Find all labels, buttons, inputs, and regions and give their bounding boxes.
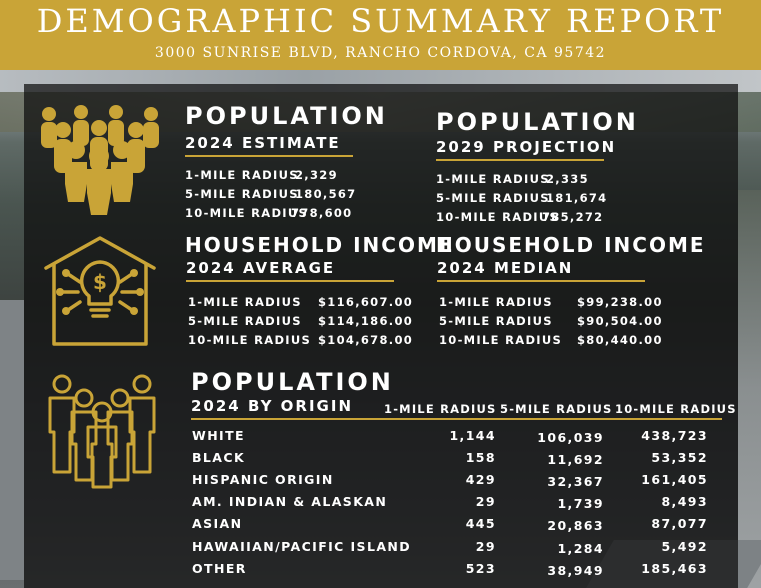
table-row: HAWAIIAN/PACIFIC ISLAND 29 1,284 5,492 [192, 539, 718, 559]
origin-label: HAWAIIAN/PACIFIC ISLAND [192, 539, 412, 554]
row-label: 1-MILE RADIUS [188, 295, 302, 309]
row-label: 10-MILE RADIUS [439, 333, 563, 347]
row-label: 5-MILE RADIUS [439, 314, 553, 328]
origin-label: WHITE [192, 428, 245, 443]
origin-5mile: 20,863 [547, 518, 604, 533]
origin-10mile: 53,352 [651, 450, 708, 465]
row-label: 10-MILE RADIUS [188, 333, 312, 347]
pop2024-divider [185, 155, 353, 157]
pop2024-subtitle: 2024 ESTIMATE [185, 134, 341, 152]
pop2029-subtitle: 2029 PROJECTION [436, 138, 617, 156]
row-label: 5-MILE RADIUS [436, 191, 550, 205]
table-row: WHITE 1,144 106,039 438,723 [192, 428, 718, 448]
origin-5mile: 106,039 [537, 430, 604, 445]
origin-10mile: 161,405 [641, 472, 708, 487]
origin-1mile: 29 [475, 494, 496, 509]
hh-avg-title: HOUSEHOLD INCOME [185, 233, 455, 257]
origin-1mile: 1,144 [449, 428, 496, 443]
origin-10mile: 185,463 [641, 561, 708, 576]
origin-10mile: 5,492 [661, 539, 708, 554]
row-value: 2,335 [546, 172, 589, 186]
house-lightbulb-dollar-icon: $ [44, 236, 156, 346]
crowd-icon [41, 105, 159, 215]
origin-1mile: 445 [465, 516, 496, 531]
row-value: $116,607.00 [318, 295, 414, 309]
origin-subtitle: 2024 BY ORIGIN [191, 397, 353, 415]
row-value: $90,504.00 [577, 314, 663, 328]
row-value: 180,567 [295, 187, 357, 201]
origin-5mile: 1,284 [557, 541, 604, 556]
row-value: 181,674 [546, 191, 608, 205]
origin-label: AM. INDIAN & ALASKAN [192, 494, 388, 509]
origin-col-5mile: 5-MILE RADIUS [500, 402, 613, 416]
row-label: 1-MILE RADIUS [185, 168, 299, 182]
svg-text:$: $ [93, 270, 107, 294]
origin-1mile: 158 [465, 450, 496, 465]
hh-avg-divider [186, 280, 394, 282]
row-value: $99,238.00 [577, 295, 663, 309]
property-address: 3000 SUNRISE BLVD, RANCHO CORDOVA, CA 95… [154, 45, 607, 61]
row-value: 778,600 [291, 206, 353, 220]
people-group-icon [48, 374, 156, 489]
origin-1mile: 523 [465, 561, 496, 576]
row-value: $80,440.00 [577, 333, 663, 347]
hh-median-divider [437, 280, 645, 282]
row-label: 1-MILE RADIUS [436, 172, 550, 186]
report-title: DEMOGRAPHIC SUMMARY REPORT [36, 2, 725, 40]
row-label: 10-MILE RADIUS [436, 210, 560, 224]
origin-divider [191, 418, 722, 420]
table-row: ASIAN 445 20,863 87,077 [192, 516, 718, 536]
row-value: 2,329 [295, 168, 338, 182]
origin-1mile: 429 [465, 472, 496, 487]
report-header: DEMOGRAPHIC SUMMARY REPORT 3000 SUNRISE … [0, 0, 761, 70]
pop2029-divider [436, 159, 604, 161]
pop2024-title: POPULATION [185, 102, 388, 130]
row-value: $114,186.00 [318, 314, 414, 328]
origin-col-1mile: 1-MILE RADIUS [384, 402, 497, 416]
row-value: $104,678.00 [318, 333, 414, 347]
origin-5mile: 11,692 [547, 452, 604, 467]
origin-label: OTHER [192, 561, 247, 576]
origin-10mile: 8,493 [661, 494, 708, 509]
origin-col-10mile: 10-MILE RADIUS [615, 402, 737, 416]
table-row: OTHER 523 38,949 185,463 [192, 561, 718, 581]
table-row: HISPANIC ORIGIN 429 32,367 161,405 [192, 472, 718, 492]
origin-title: POPULATION [191, 368, 394, 396]
hh-median-subtitle: 2024 MEDIAN [437, 259, 574, 277]
origin-label: BLACK [192, 450, 246, 465]
origin-1mile: 29 [475, 539, 496, 554]
origin-label: ASIAN [192, 516, 243, 531]
hh-avg-subtitle: 2024 AVERAGE [186, 259, 336, 277]
row-label: 1-MILE RADIUS [439, 295, 553, 309]
hh-median-title: HOUSEHOLD INCOME [436, 233, 706, 257]
origin-10mile: 87,077 [651, 516, 708, 531]
table-row: AM. INDIAN & ALASKAN 29 1,739 8,493 [192, 494, 718, 514]
origin-5mile: 38,949 [547, 563, 604, 578]
origin-label: HISPANIC ORIGIN [192, 472, 334, 487]
table-row: BLACK 158 11,692 53,352 [192, 450, 718, 470]
origin-5mile: 32,367 [547, 474, 604, 489]
row-label: 5-MILE RADIUS [185, 187, 299, 201]
row-value: 785,272 [542, 210, 604, 224]
origin-5mile: 1,739 [557, 496, 604, 511]
pop2029-title: POPULATION [436, 108, 639, 136]
origin-10mile: 438,723 [641, 428, 708, 443]
row-label: 10-MILE RADIUS [185, 206, 309, 220]
row-label: 5-MILE RADIUS [188, 314, 302, 328]
